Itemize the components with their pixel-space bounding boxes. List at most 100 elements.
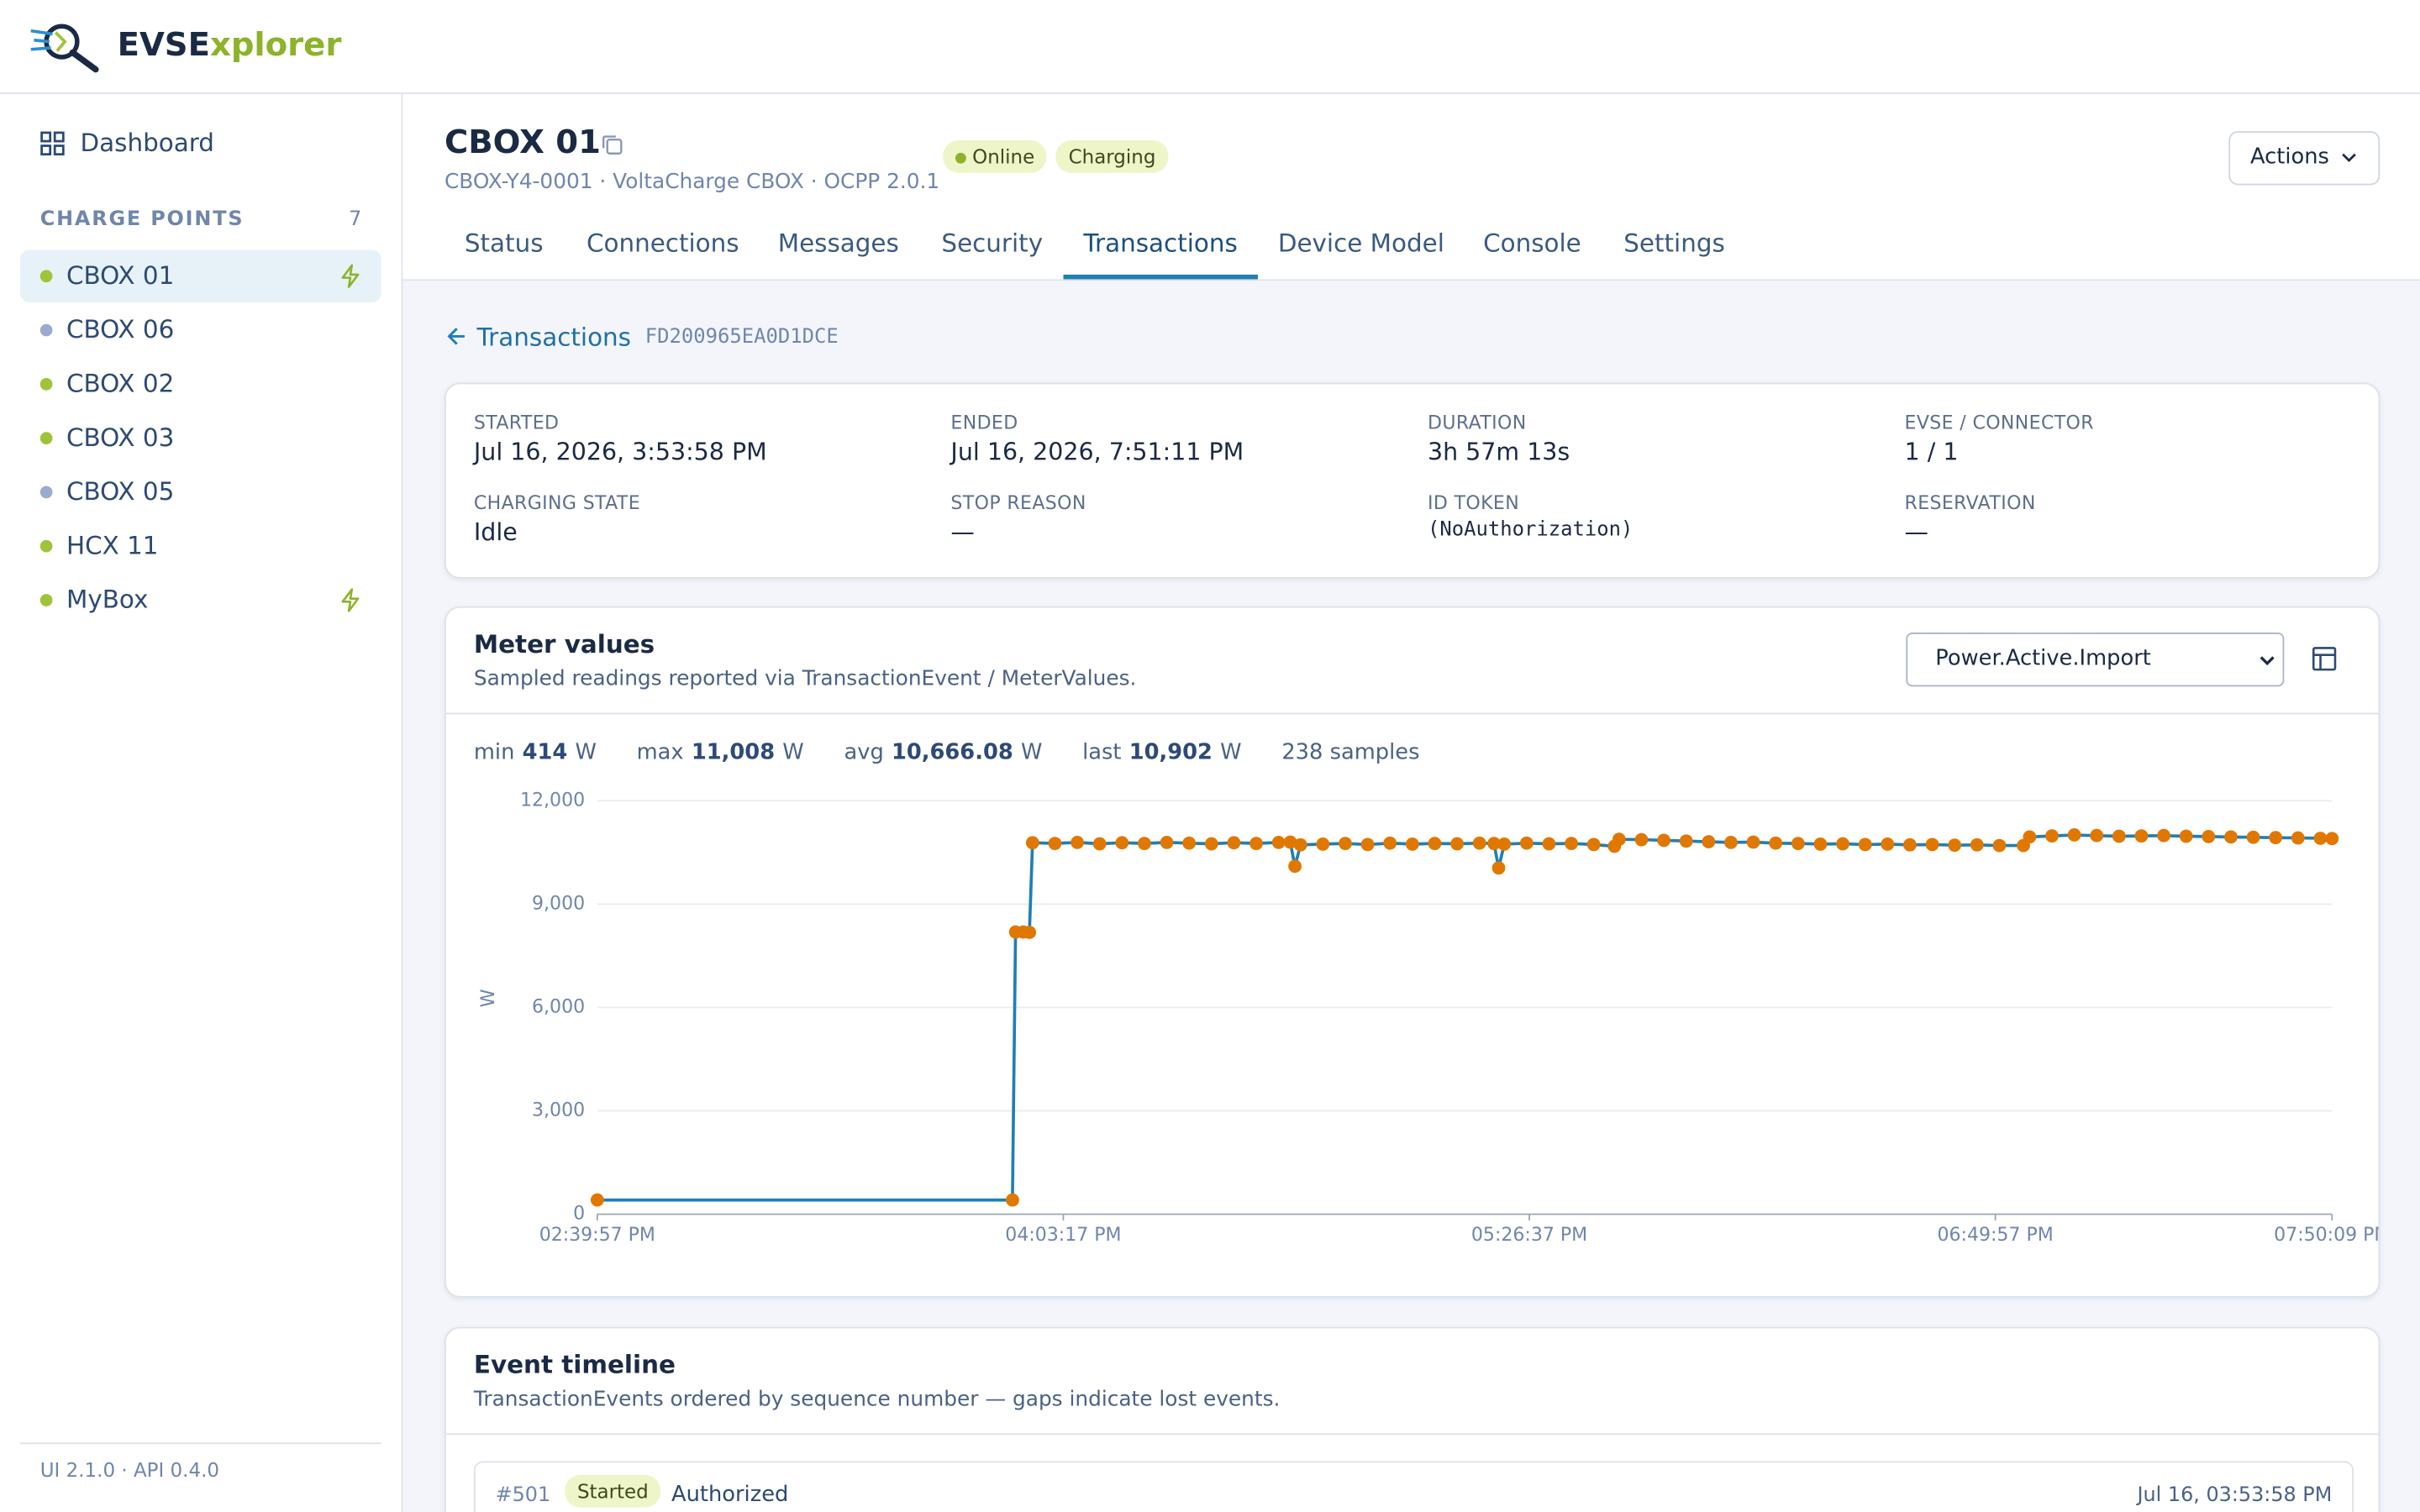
charge-point-name: CBOX 05 xyxy=(66,476,175,507)
marker xyxy=(1992,838,2007,853)
field-label: CHARGING STATE xyxy=(473,491,641,514)
marker xyxy=(2202,830,2216,843)
field: ENDED Jul 16, 2026, 7:51:11 PM xyxy=(950,412,1428,465)
stat-value: 11,008 xyxy=(691,740,776,766)
stat-label: avg xyxy=(844,740,884,766)
tab[interactable]: Device Model xyxy=(1277,228,1444,258)
measurand-select[interactable]: Power.Active.Import xyxy=(1906,633,2285,687)
stat-value: 414 xyxy=(522,740,568,766)
marker xyxy=(2023,830,2037,844)
field: CHARGING STATE Idle xyxy=(474,492,951,546)
stat: max 11,008 W xyxy=(637,741,804,765)
marker xyxy=(1970,837,1984,852)
tab[interactable]: Console xyxy=(1483,228,1581,258)
card-subtitle: TransactionEvents ordered by sequence nu… xyxy=(473,1387,1281,1412)
field-value: Idle xyxy=(473,518,518,547)
charge-point[interactable]: CBOX 02 xyxy=(20,358,381,410)
marker xyxy=(2269,831,2283,845)
badge-text: Online xyxy=(972,144,1035,169)
charge-point-name: CBOX 01 xyxy=(66,260,175,291)
badges: Online Charging xyxy=(943,140,1177,173)
tab[interactable]: Settings xyxy=(1623,228,1725,258)
chevron xyxy=(2342,153,2356,162)
marker xyxy=(1182,836,1197,850)
marker xyxy=(1092,837,1107,851)
marker xyxy=(2179,829,2193,843)
marker xyxy=(1472,836,1486,850)
divider xyxy=(445,712,2379,715)
stat-label: last xyxy=(1082,740,1122,766)
marker xyxy=(1071,836,1084,849)
marker xyxy=(1428,837,1442,851)
top-bar: EVSExplorer xyxy=(0,0,2420,95)
badge: Charging xyxy=(1055,140,1169,173)
section-title: CHARGE POINTS xyxy=(39,207,245,232)
charging-icon xyxy=(341,588,360,612)
summary-card: STARTED Jul 16, 2026, 3:53:58 PM ENDED Jul … xyxy=(444,382,2381,579)
charge-point[interactable]: HCX 11 xyxy=(20,520,381,572)
chart: W 0 3,000 6,000 9,000 12,000 02:39:57 PM 04:03… xyxy=(478,790,2378,1246)
marker xyxy=(1383,836,1397,850)
marker xyxy=(1586,837,1601,852)
y-tick-label: 12,000 xyxy=(520,790,585,811)
fields: STARTED Jul 16, 2026, 3:53:58 PM ENDED Jul … xyxy=(446,384,2379,546)
stat-unit: W xyxy=(782,740,804,766)
marker xyxy=(2291,831,2305,845)
marker xyxy=(1702,835,1716,848)
marker xyxy=(1360,837,1375,852)
marker xyxy=(1204,837,1218,851)
status-dot xyxy=(39,432,53,444)
actions-button[interactable]: Actions xyxy=(2228,131,2381,186)
stat: min 414 W xyxy=(474,741,597,765)
page-header xyxy=(402,94,2420,281)
table-toggle[interactable] xyxy=(2312,647,2337,671)
marker xyxy=(1634,832,1649,847)
marker xyxy=(1497,837,1512,851)
marker xyxy=(1405,837,1419,851)
charge-point[interactable]: CBOX 06 xyxy=(20,304,381,356)
field-label: STOP REASON xyxy=(950,491,1086,514)
charge-point[interactable]: MyBox xyxy=(20,574,381,626)
marker xyxy=(2134,829,2149,843)
copy-icon[interactable] xyxy=(600,133,623,156)
field: RESERVATION — xyxy=(1905,492,2382,546)
tab[interactable]: Security xyxy=(941,228,1044,258)
marker xyxy=(2090,828,2104,843)
x-tick-label: 06:49:57 PM xyxy=(1938,1225,2054,1246)
charge-point-name: MyBox xyxy=(66,585,149,615)
stat-unit: W xyxy=(575,740,597,766)
marker xyxy=(1948,838,1962,853)
status-dot xyxy=(39,270,53,283)
breadcrumb-back[interactable]: Transactions xyxy=(476,322,631,352)
tab[interactable]: Messages xyxy=(777,228,899,258)
field-value: 3h 57m 13s xyxy=(1427,438,1570,466)
back-arrow[interactable] xyxy=(446,326,468,348)
dashboard-link[interactable]: Dashboard xyxy=(80,128,214,158)
stat-label: max xyxy=(636,740,684,766)
field: ID TOKEN (NoAuthorization) xyxy=(1428,492,1905,546)
event-text: Authorized xyxy=(671,1483,789,1508)
marker xyxy=(1293,837,1307,852)
field-label: STARTED xyxy=(473,412,560,434)
charge-point[interactable]: CBOX 03 xyxy=(20,412,381,464)
marker xyxy=(1048,837,1062,851)
marker xyxy=(1679,834,1693,848)
marker xyxy=(1612,832,1626,847)
marker xyxy=(1450,837,1464,851)
marker xyxy=(1249,837,1263,851)
event-row: #501 Started Authorized Jul 16, 03:53:58… xyxy=(473,1461,2354,1512)
tab[interactable]: Connections xyxy=(586,228,739,258)
actions-text: Actions xyxy=(2249,144,2329,171)
field: EVSE / CONNECTOR 1 / 1 xyxy=(1905,412,2382,465)
status-dot xyxy=(39,486,53,499)
x-tick-label: 07:50:09 PM xyxy=(2274,1225,2378,1246)
version: UI 2.1.0 · API 0.4.0 xyxy=(39,1457,219,1482)
stat: last 10,902 W xyxy=(1082,741,1241,765)
transaction-id: FD200965EA0D1DCE xyxy=(644,325,839,349)
tab[interactable]: Transactions xyxy=(1083,228,1238,258)
dashboard-icon xyxy=(40,131,65,156)
charge-point[interactable]: CBOX 05 xyxy=(20,466,381,518)
tab[interactable]: Status xyxy=(464,228,544,258)
charge-point[interactable]: CBOX 01 xyxy=(19,249,381,303)
